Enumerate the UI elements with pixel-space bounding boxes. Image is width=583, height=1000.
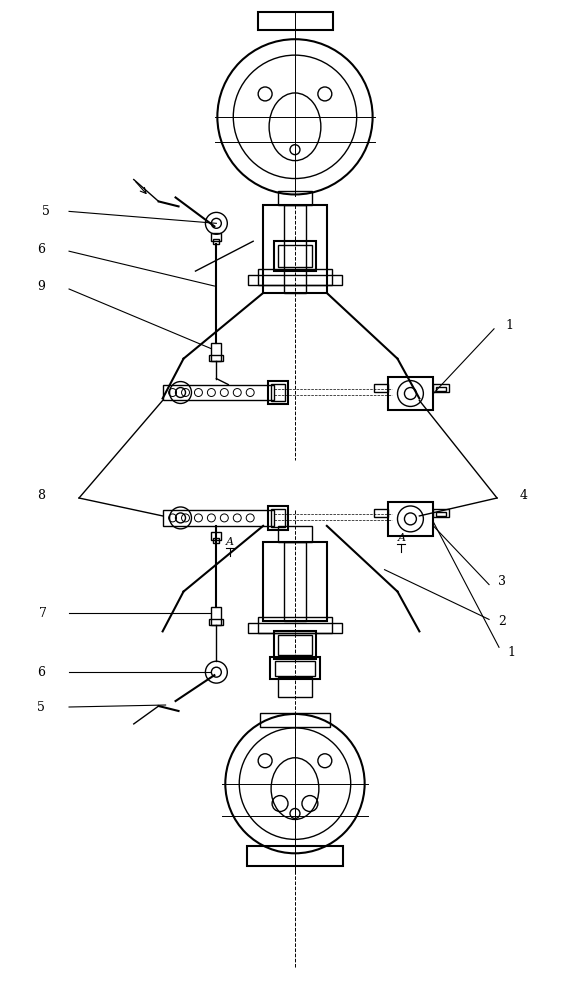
Bar — [213, 239, 219, 244]
Bar — [212, 233, 222, 241]
Text: 7: 7 — [39, 607, 47, 620]
Bar — [284, 542, 306, 621]
Bar — [248, 275, 342, 285]
Text: 8: 8 — [37, 489, 45, 502]
Text: 1: 1 — [505, 319, 513, 332]
Bar — [374, 509, 388, 517]
Bar — [260, 713, 330, 727]
Bar — [278, 526, 312, 542]
Bar — [270, 657, 320, 679]
Bar — [433, 384, 449, 392]
Bar — [209, 355, 223, 361]
Bar — [212, 532, 222, 540]
Bar — [271, 509, 285, 527]
Bar — [388, 502, 433, 536]
Bar — [212, 607, 222, 625]
Text: 4: 4 — [520, 489, 528, 502]
Bar — [274, 631, 316, 659]
Text: 6: 6 — [37, 666, 45, 679]
Bar — [433, 509, 449, 517]
Bar — [258, 12, 333, 30]
Text: 5: 5 — [42, 205, 50, 218]
Bar — [268, 381, 288, 404]
Text: 1: 1 — [507, 646, 515, 659]
Bar — [258, 269, 332, 285]
Bar — [284, 205, 306, 293]
Bar — [278, 635, 312, 655]
Bar — [163, 385, 274, 400]
Bar — [436, 387, 446, 391]
Text: 3: 3 — [498, 575, 506, 588]
Bar — [213, 538, 219, 543]
Bar — [374, 384, 388, 392]
Text: 2: 2 — [498, 615, 506, 628]
Bar — [278, 677, 312, 697]
Bar — [258, 617, 332, 633]
Bar — [163, 510, 274, 526]
Bar — [278, 191, 312, 205]
Bar — [209, 619, 223, 625]
Bar — [275, 661, 315, 676]
Bar — [271, 384, 285, 401]
Text: 6: 6 — [37, 243, 45, 256]
Text: 5: 5 — [37, 701, 45, 714]
Bar — [436, 512, 446, 516]
Text: 9: 9 — [37, 280, 45, 293]
Bar — [212, 343, 222, 361]
Text: A: A — [226, 537, 234, 547]
Bar — [274, 241, 316, 271]
Bar — [248, 623, 342, 633]
Bar — [278, 245, 312, 267]
Bar — [247, 846, 343, 866]
Bar — [268, 506, 288, 530]
Bar — [263, 205, 327, 293]
Bar — [388, 377, 433, 410]
Text: A: A — [398, 533, 405, 543]
Bar — [263, 542, 327, 621]
